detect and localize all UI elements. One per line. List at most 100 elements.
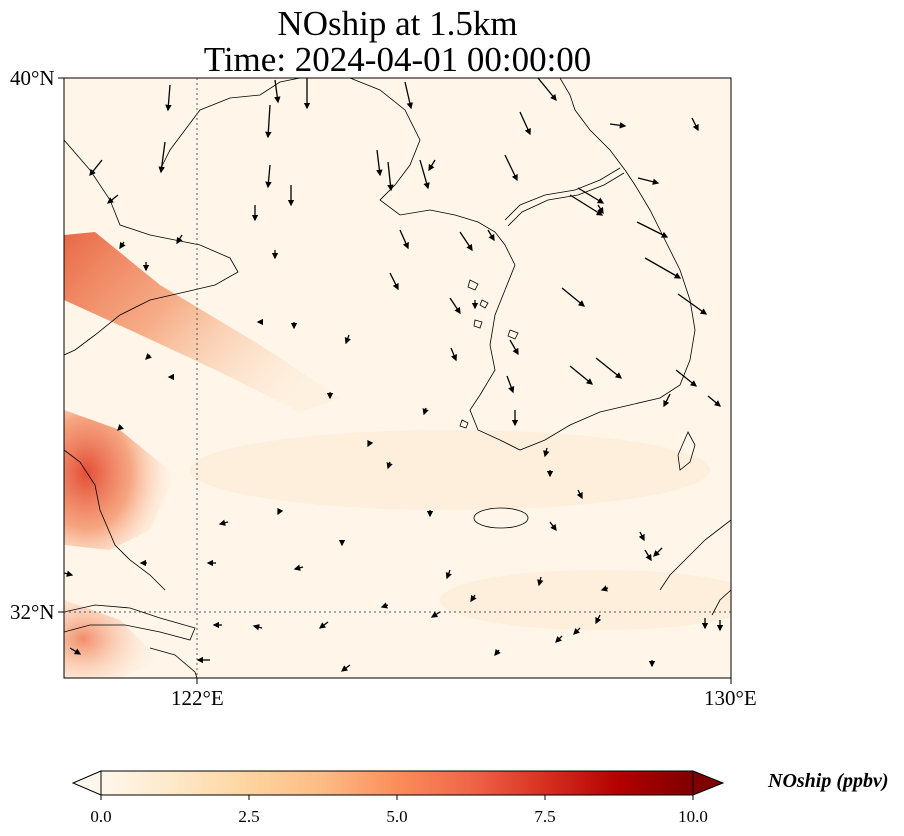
coast-nk-east xyxy=(559,78,626,171)
wind-arrow xyxy=(653,547,663,557)
wind-arrow xyxy=(576,489,583,500)
wind-arrow xyxy=(265,164,272,189)
wind-arrow xyxy=(176,234,183,245)
wind-arrow xyxy=(165,84,172,112)
wind-arrow xyxy=(449,297,461,315)
wind-arrow xyxy=(376,149,383,177)
wind-arrow xyxy=(506,375,515,394)
coast-liaodong xyxy=(159,78,301,171)
wind-arrow xyxy=(537,576,544,587)
colorbar-tick-label-3: 7.5 xyxy=(534,807,556,826)
wind-arrow xyxy=(677,293,708,315)
wind-arrow xyxy=(573,627,581,635)
lon-label-130E: 130°E xyxy=(704,686,757,710)
wind-arrow xyxy=(600,585,609,592)
yangtze-estuary xyxy=(64,604,196,641)
wind-arrow xyxy=(450,347,457,362)
colorbar-tick-label-4: 10.0 xyxy=(678,807,708,826)
haze-2 xyxy=(440,570,731,630)
wind-arrow xyxy=(494,648,501,657)
wind-arrow xyxy=(106,194,119,204)
tsushima xyxy=(677,431,696,471)
wind-arrow xyxy=(663,393,671,408)
coast-china-bottom xyxy=(149,647,198,678)
wind-arrow xyxy=(644,549,652,562)
wind-arrow xyxy=(675,369,698,387)
wind-arrow xyxy=(459,231,473,252)
wind-arrow xyxy=(504,154,518,182)
wind-arrow xyxy=(158,141,166,174)
wind-arrow xyxy=(609,122,627,129)
wind-arrow xyxy=(691,117,699,132)
wind-arrow xyxy=(64,570,74,577)
wind-arrow xyxy=(119,241,126,250)
wind-arrow xyxy=(422,407,429,416)
wind-arrow xyxy=(428,159,436,172)
wind-vectors xyxy=(64,78,724,672)
coast-china-south xyxy=(64,449,166,591)
wind-arrow xyxy=(340,664,351,672)
map-title-line1: NOship at 1.5km xyxy=(277,4,518,43)
wind-arrow xyxy=(117,424,124,431)
wind-arrow xyxy=(344,334,351,345)
wind-arrow xyxy=(218,519,229,526)
wind-arrow xyxy=(89,159,103,177)
lon-label-122E: 122°E xyxy=(171,686,224,710)
coast-china-north xyxy=(64,139,239,356)
lat-label-40N: 40°N xyxy=(10,66,55,90)
wind-arrow xyxy=(637,177,660,185)
wind-arrow xyxy=(549,521,557,532)
colorbar-tick-label-1: 2.5 xyxy=(238,807,260,826)
wind-arrow xyxy=(274,79,281,104)
wind-arrow xyxy=(569,365,594,385)
border-korea xyxy=(504,167,625,227)
wind-arrow xyxy=(555,635,563,643)
wind-arrow xyxy=(487,229,495,242)
coast-kyushu xyxy=(659,519,731,616)
wind-arrow xyxy=(470,594,477,603)
wind-arrow xyxy=(577,187,605,204)
wind-arrow xyxy=(69,647,82,655)
wind-arrow xyxy=(509,339,519,356)
wind-arrow xyxy=(399,229,409,250)
islands-west-korea xyxy=(459,279,519,429)
colorbar-title: NOship (ppbv) xyxy=(768,770,889,792)
concentration-field xyxy=(64,78,731,678)
wind-arrow xyxy=(543,447,550,458)
wind-arrow xyxy=(277,507,284,516)
coast-nk-west xyxy=(349,78,696,451)
map-frame xyxy=(63,77,732,679)
wind-arrow xyxy=(404,81,413,110)
wind-arrow xyxy=(537,78,557,102)
colorbar-body xyxy=(100,770,694,796)
colorbar-tick-label-2: 5.0 xyxy=(386,807,408,826)
wind-arrow xyxy=(519,111,531,136)
plume-upper xyxy=(64,232,340,412)
wind-arrow xyxy=(386,461,393,470)
haze-1 xyxy=(190,430,710,510)
colorbar-extend-max xyxy=(692,770,725,796)
plume-bottom xyxy=(64,600,160,678)
wind-arrow xyxy=(561,287,586,307)
wind-arrow xyxy=(367,439,374,448)
wind-arrow xyxy=(293,564,304,571)
wind-arrow xyxy=(419,159,430,190)
wind-arrow xyxy=(595,357,623,379)
colorbar-extend-min xyxy=(71,770,102,796)
wind-arrow xyxy=(445,569,452,580)
wind-arrow xyxy=(597,204,604,215)
wind-arrow xyxy=(636,221,669,238)
map-title-line2: Time: 2024-04-01 00:00:00 xyxy=(203,40,592,79)
wind-arrow xyxy=(707,395,721,407)
plume-middle xyxy=(64,410,175,550)
wind-arrow xyxy=(380,602,389,609)
wind-arrow xyxy=(430,611,441,618)
wind-arrow xyxy=(569,194,604,216)
jeju-island xyxy=(473,507,529,529)
wind-arrow xyxy=(638,531,645,542)
wind-arrow xyxy=(252,624,263,631)
wind-arrow xyxy=(387,161,394,192)
colorbar xyxy=(71,770,725,800)
wind-arrow xyxy=(389,272,399,291)
